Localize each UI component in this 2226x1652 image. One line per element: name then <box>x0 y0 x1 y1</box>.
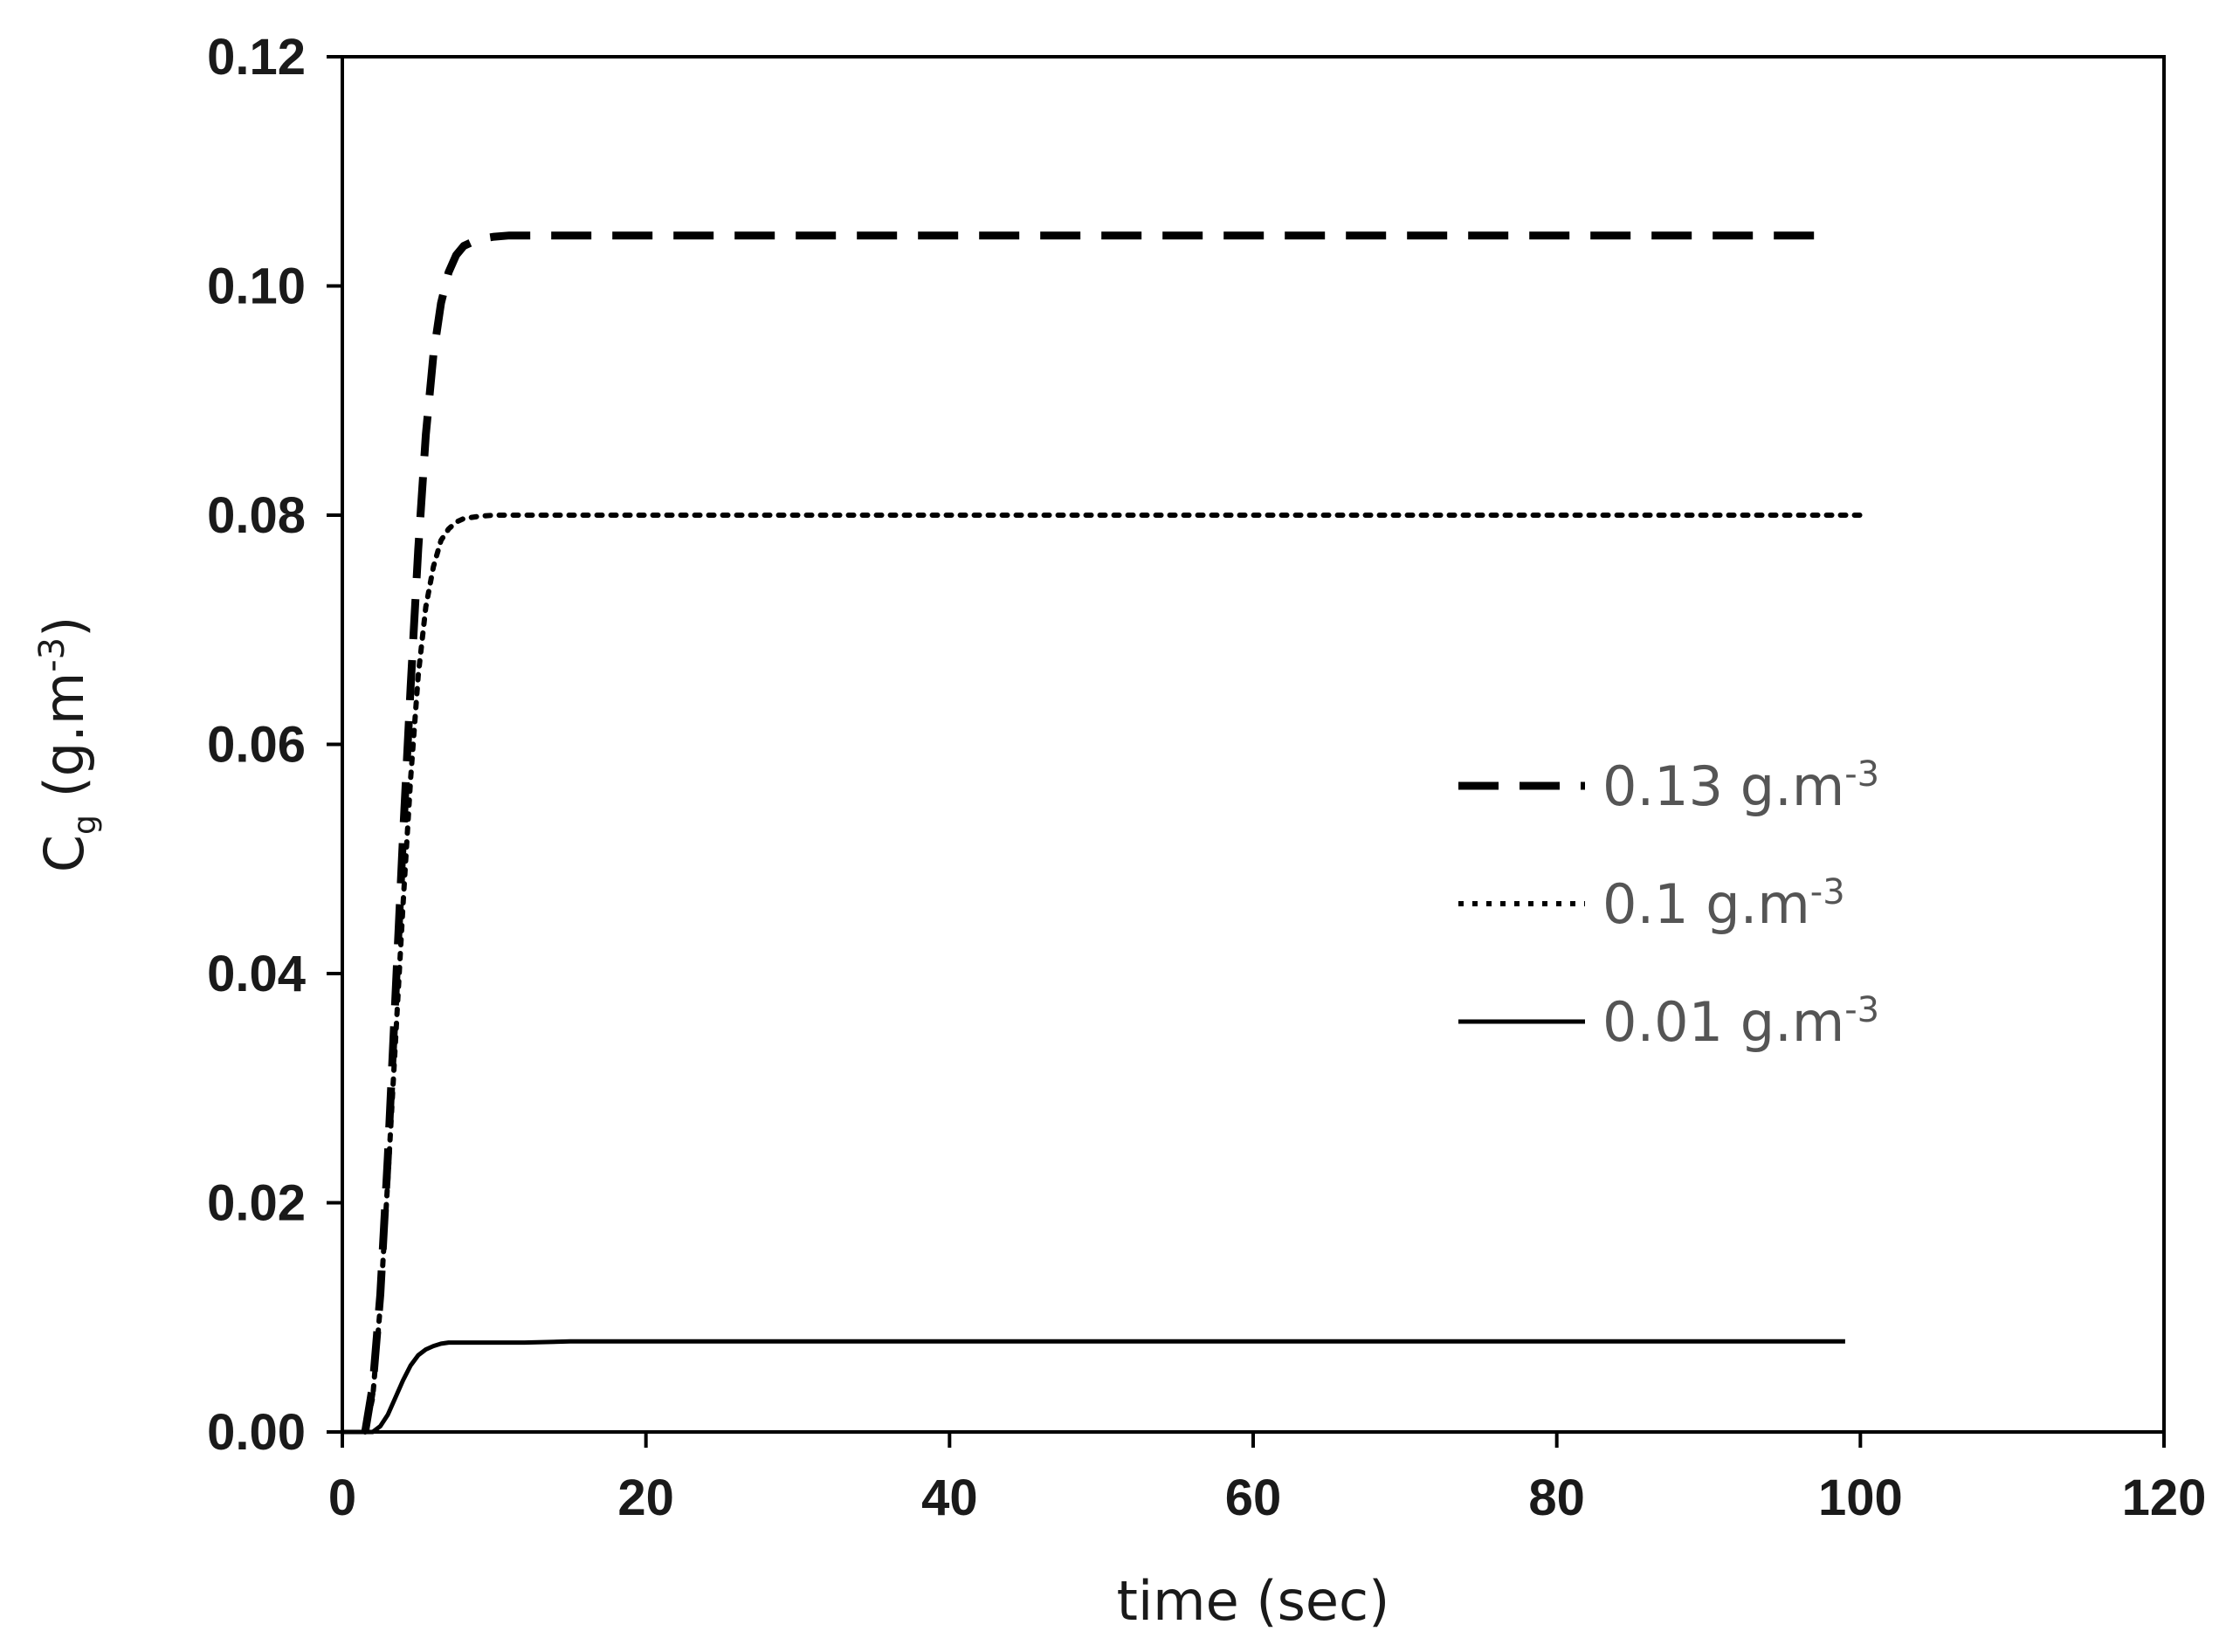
legend-label-2: 0.01 g.m-3 <box>1602 990 1879 1054</box>
series-line-solid <box>342 1339 1845 1435</box>
x-tick-label: 0 <box>328 1470 356 1526</box>
legend-label-1: 0.1 g.m-3 <box>1602 872 1845 936</box>
y-axis-title-unit-exponent: -3 <box>32 637 72 672</box>
x-tick-label: 120 <box>2122 1470 2207 1526</box>
legend-label-2-exponent: -3 <box>1844 990 1879 1030</box>
y-axis-title-base: C <box>32 835 96 872</box>
y-tick-label: 0.02 <box>207 1175 306 1232</box>
x-tick-label: 80 <box>1528 1470 1585 1526</box>
y-tick-label: 0.08 <box>207 487 306 544</box>
legend: 0.13 g.m-3 0.1 g.m-3 0.01 g.m-3 <box>1458 754 1879 1054</box>
x-tick-label: 20 <box>617 1470 674 1526</box>
x-tick-label: 100 <box>1818 1470 1903 1526</box>
y-tick-label: 0.00 <box>207 1404 306 1461</box>
y-axis-title-subscript: g <box>67 815 103 835</box>
plot-area: 0 20 40 60 80 100 120 0.00 0.02 0.04 0.06 0.08 0.10 0… <box>207 29 2206 1526</box>
y-tick-label: 0.12 <box>207 29 306 86</box>
legend-label-2-value: 0.01 g.m <box>1602 990 1844 1054</box>
plot-frame <box>341 55 2166 1434</box>
y-tick-label: 0.04 <box>207 946 306 1002</box>
legend-label-1-value: 0.1 g.m <box>1602 872 1810 936</box>
x-tick-label: 40 <box>921 1470 978 1526</box>
y-tick-label: 0.10 <box>207 258 306 315</box>
y-tick-label: 0.06 <box>207 717 306 774</box>
legend-label-0-value: 0.13 g.m <box>1602 754 1844 818</box>
legend-label-0: 0.13 g.m-3 <box>1602 754 1879 818</box>
series-line-dashed <box>361 231 1830 1433</box>
legend-label-1-exponent: -3 <box>1810 872 1845 912</box>
x-axis-title: time (sec) <box>1117 1569 1390 1633</box>
y-axis-title: Cg (g.m-3) <box>32 616 103 873</box>
y-axis-title-unit-close: ) <box>32 616 96 637</box>
legend-label-0-exponent: -3 <box>1844 754 1879 795</box>
y-axis-title-unit: (g.m <box>32 672 96 815</box>
series-line-dotted <box>362 513 1864 1435</box>
x-tick-label: 60 <box>1225 1470 1282 1526</box>
